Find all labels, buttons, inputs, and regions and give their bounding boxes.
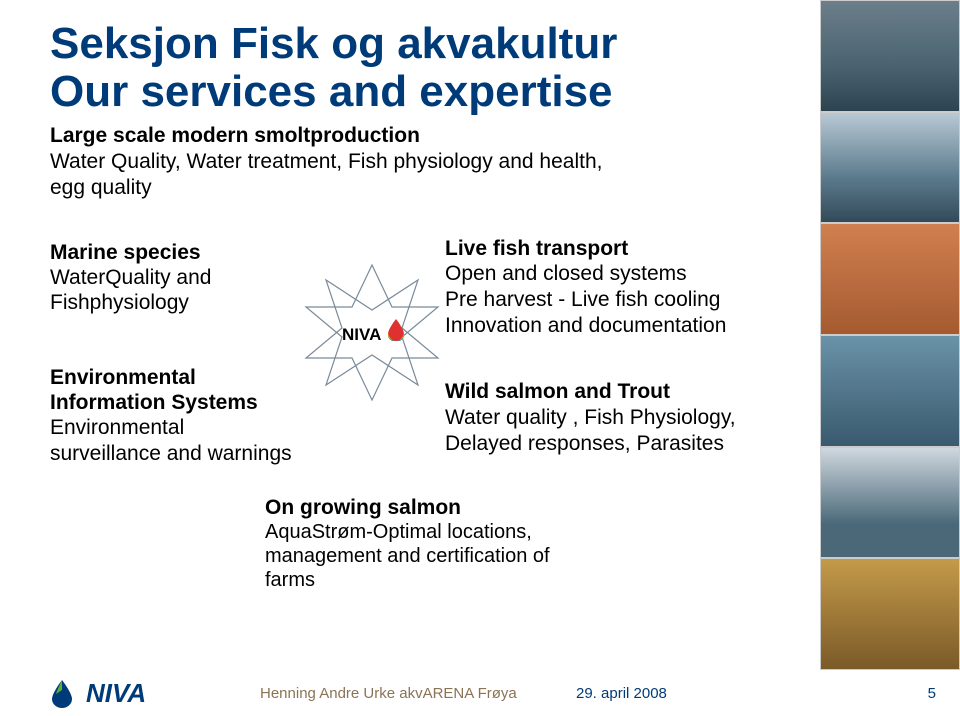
intro: Large scale modern smoltproduction Water…	[50, 123, 630, 202]
wild-salmon-block: Wild salmon and Trout Water quality , Fi…	[445, 379, 805, 457]
footer-logo: NIVA	[50, 678, 146, 709]
env-info-block: Environmental Information Systems Enviro…	[50, 365, 300, 466]
center-star-logo: NIVA	[300, 255, 445, 410]
live-fish-block: Live fish transport Open and closed syst…	[445, 236, 805, 340]
footer-logo-text: NIVA	[86, 678, 146, 709]
env-info-head: Environmental Information Systems	[50, 365, 300, 415]
thumb-salmon-underwater	[820, 558, 960, 670]
left-column: Marine species WaterQuality and Fishphys…	[50, 240, 300, 516]
thumb-vessel	[820, 112, 960, 224]
marine-species-head: Marine species	[50, 240, 300, 265]
env-info-body: Environmental surveillance and warnings	[50, 415, 300, 465]
right-column: Live fish transport Open and closed syst…	[445, 236, 805, 498]
wild-salmon-body: Water quality , Fish Physiology, Delayed…	[445, 405, 805, 458]
on-growing-head: On growing salmon	[265, 495, 585, 520]
footer-page: 5	[928, 685, 936, 702]
intro-lead: Large scale modern smoltproduction	[50, 124, 420, 147]
footer-date: 29. april 2008	[576, 685, 667, 702]
thumb-fish-measure	[820, 223, 960, 335]
slide: Seksjon Fisk og akvakultur Our services …	[0, 0, 960, 716]
marine-species-body: WaterQuality and Fishphysiology	[50, 265, 300, 315]
wild-salmon-head: Wild salmon and Trout	[445, 379, 805, 404]
thumb-ship	[820, 447, 960, 559]
thumb-fjord-farm	[820, 0, 960, 112]
marine-species-block: Marine species WaterQuality and Fishphys…	[50, 240, 300, 316]
live-fish-head: Live fish transport	[445, 236, 805, 261]
intro-body: Water Quality, Water treatment, Fish phy…	[50, 150, 602, 199]
on-growing-block: On growing salmon AquaStrøm-Optimal loca…	[265, 495, 585, 592]
logo-label: NIVA	[342, 325, 381, 345]
image-strip	[820, 0, 960, 670]
on-growing-body: AquaStrøm-Optimal locations, management …	[265, 520, 585, 592]
footer-center: Henning Andre Urke akvARENA Frøya	[260, 685, 517, 702]
drop-icon	[388, 319, 404, 341]
footer-drop-icon	[50, 678, 82, 708]
live-fish-body: Open and closed systemsPre harvest - Liv…	[445, 261, 805, 340]
thumb-net-pen	[820, 335, 960, 447]
footer: NIVA Henning Andre Urke akvARENA Frøya 2…	[0, 670, 960, 716]
